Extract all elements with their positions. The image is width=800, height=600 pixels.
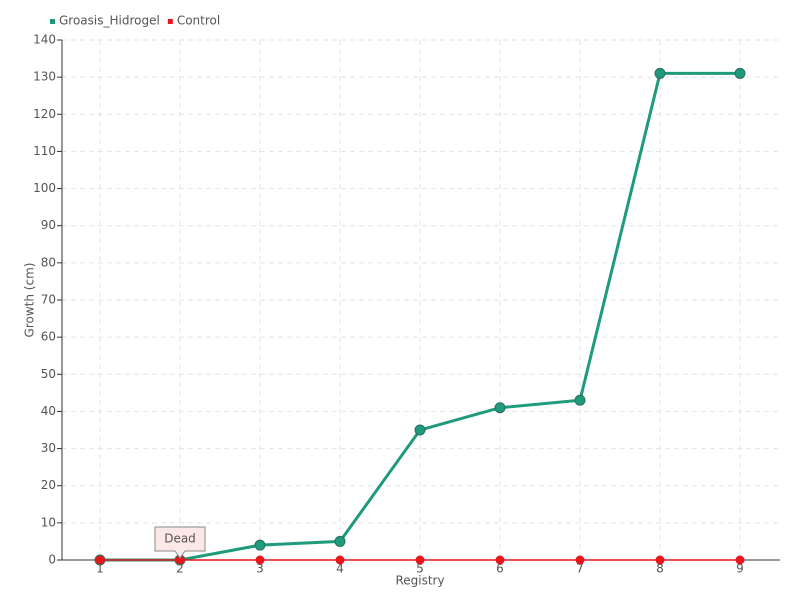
data-point [415,555,425,565]
x-tick-label: 8 [656,562,664,576]
data-point [414,424,426,436]
y-tick-label: 30 [41,441,56,455]
y-tick-label: 0 [48,553,56,567]
y-tick-label: 80 [41,255,56,269]
data-point [334,535,346,547]
data-point [254,539,266,551]
y-axis-label: Growth (cm) [23,263,37,338]
legend-label: Groasis_Hidrogel [59,14,160,28]
data-point [575,555,585,565]
y-tick-label: 70 [41,293,56,307]
data-point [95,555,105,565]
annotation-box [154,526,206,559]
data-point [654,67,666,79]
y-tick-label: 140 [33,33,56,47]
x-axis-label: Registry [395,574,444,588]
x-tick-label: 2 [176,562,184,576]
y-tick-label: 20 [41,478,56,492]
data-point [735,555,745,565]
legend-swatch [50,19,55,24]
y-tick-label: 40 [41,404,56,418]
x-tick-label: 1 [96,562,104,576]
y-tick-label: 90 [41,218,56,232]
y-tick-label: 10 [41,515,56,529]
legend-label: Control [177,14,220,28]
x-tick-label: 4 [336,562,344,576]
series-line [100,71,740,562]
x-tick-label: 6 [496,562,504,576]
data-point [574,394,586,406]
legend-swatch [167,19,173,24]
x-tick-label: 7 [576,562,584,576]
x-tick-label: 3 [256,562,264,576]
y-tick-label: 110 [33,144,56,158]
y-tick-label: 60 [41,330,56,344]
data-point [495,555,505,565]
y-tick-label: 50 [41,367,56,381]
x-tick-label: 5 [416,562,424,576]
y-tick-label: 130 [33,70,56,84]
y-tick-label: 120 [33,107,56,121]
data-point [655,555,665,565]
y-tick-label: 100 [33,181,56,195]
data-point [335,555,345,565]
x-tick-label: 9 [736,562,744,576]
annotation: Dead [154,526,206,559]
annotation-text: Dead [164,532,196,546]
data-point [494,402,506,414]
data-point [734,67,746,79]
data-point [255,555,265,565]
